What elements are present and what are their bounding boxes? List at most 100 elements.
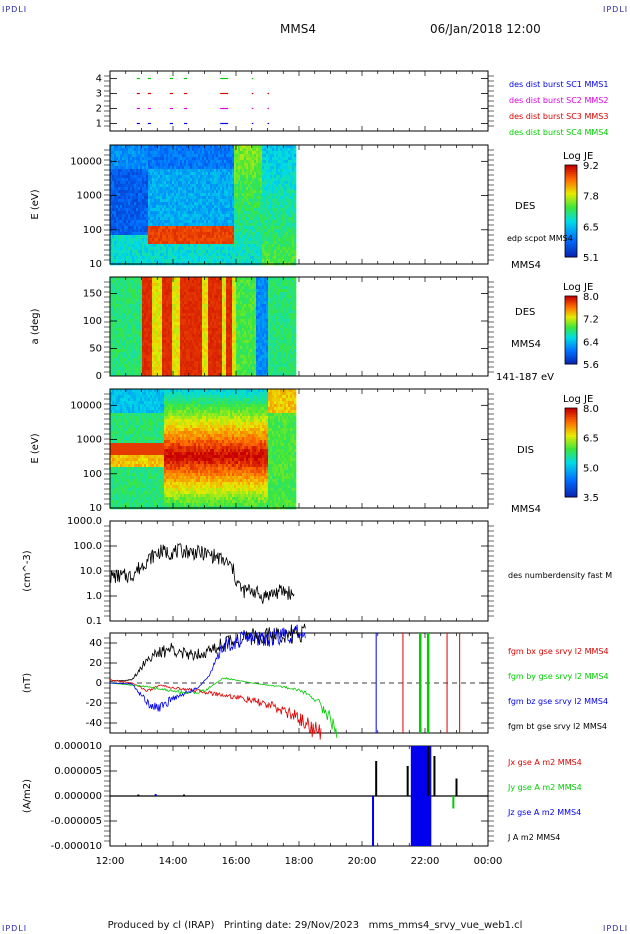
heatmap-cell-des_pitch <box>126 340 129 344</box>
heatmap-cell-des_energy <box>198 247 201 251</box>
heatmap-cell-des_pitch <box>148 289 151 293</box>
colorbar-cell-des-energy <box>565 199 577 203</box>
heatmap-cell-des_pitch <box>112 313 115 317</box>
heatmap-cell-des_energy <box>176 247 179 251</box>
heatmap-cell-des_energy <box>222 163 225 167</box>
heatmap-cell-des_pitch <box>110 352 113 356</box>
heatmap-cell-des_energy <box>188 172 191 176</box>
heatmap-cell-des_energy <box>168 229 171 233</box>
heatmap-cell-des_energy <box>146 166 149 170</box>
heatmap-cell-des_energy <box>258 238 261 242</box>
heatmap-cell-des_pitch <box>152 295 155 299</box>
heatmap-cell-des_energy <box>224 208 227 212</box>
heatmap-cell-des_energy <box>280 181 283 185</box>
heatmap-cell-des_energy <box>112 196 115 200</box>
heatmap-cell-des_energy <box>184 250 187 254</box>
heatmap-cell-des_energy <box>216 178 219 182</box>
heatmap-cell-des_pitch <box>136 367 139 371</box>
heatmap-cell-des_energy <box>272 196 275 200</box>
heatmap-cell-des_energy <box>190 250 193 254</box>
heatmap-cell-des_energy <box>234 187 237 191</box>
heatmap-cell-des_energy <box>268 178 271 182</box>
heatmap-cell-des_pitch <box>136 343 139 347</box>
heatmap-cell-des_energy <box>160 208 163 212</box>
heatmap-cell-des_pitch <box>142 367 145 371</box>
heatmap-cell-des_energy <box>216 187 219 191</box>
heatmap-cell-des_energy <box>264 211 267 215</box>
heatmap-cell-des_energy <box>202 193 205 197</box>
heatmap-cell-des_energy <box>196 241 199 245</box>
heatmap-cell-des_energy <box>192 199 195 203</box>
heatmap-cell-des_energy <box>258 202 261 206</box>
heatmap-cell-des_pitch <box>126 277 129 281</box>
heatmap-cell-des_energy <box>168 151 171 155</box>
heatmap-cell-des_energy <box>144 190 147 194</box>
heatmap-cell-des_pitch <box>140 370 143 374</box>
heatmap-cell-des_energy <box>184 166 187 170</box>
heatmap-cell-des_pitch <box>152 313 155 317</box>
heatmap-cell-des_energy <box>116 211 119 215</box>
heatmap-cell-des_energy <box>164 244 167 248</box>
heatmap-cell-des_pitch <box>130 292 133 296</box>
heatmap-cell-des_energy <box>222 196 225 200</box>
heatmap-cell-des_energy <box>284 247 287 251</box>
heatmap-cell-des_energy <box>262 184 265 188</box>
heatmap-cell-des_energy <box>178 178 181 182</box>
heatmap-cell-des_pitch <box>128 295 131 299</box>
heatmap-cell-des_energy <box>230 172 233 176</box>
heatmap-cell-des_pitch <box>154 304 157 308</box>
heatmap-cell-des_pitch <box>170 295 173 299</box>
heatmap-cell-des_energy <box>290 160 293 164</box>
heatmap-cell-des_energy <box>244 169 247 173</box>
heatmap-cell-des_energy <box>182 190 185 194</box>
heatmap-cell-des_pitch <box>140 319 143 323</box>
heatmap-cell-des_pitch <box>166 352 169 356</box>
heatmap-cell-des_energy <box>198 208 201 212</box>
heatmap-cell-des_energy <box>116 151 119 155</box>
heatmap-cell-des_energy <box>278 220 281 224</box>
heatmap-cell-des_energy <box>238 205 241 209</box>
heatmap-cell-des_pitch <box>124 340 127 344</box>
heatmap-cell-des_energy <box>190 205 193 209</box>
heatmap-cell-des_energy <box>110 199 113 203</box>
heatmap-cell-des_pitch <box>130 364 133 368</box>
heatmap-cell-des_pitch <box>136 361 139 365</box>
heatmap-cell-des_pitch <box>166 310 169 314</box>
heatmap-cell-des_pitch <box>118 289 121 293</box>
heatmap-cell-des_energy <box>288 187 291 191</box>
heatmap-cell-des_energy <box>164 223 167 227</box>
heatmap-cell-des_energy <box>140 160 143 164</box>
heatmap-cell-des_energy <box>238 226 241 230</box>
heatmap-cell-des_energy <box>142 184 145 188</box>
heatmap-cell-des_energy <box>294 259 297 263</box>
heatmap-cell-des_energy <box>248 151 251 155</box>
heatmap-cell-des_energy <box>242 253 245 257</box>
heatmap-cell-des_energy <box>114 205 117 209</box>
heatmap-cell-des_energy <box>242 145 245 149</box>
heatmap-cell-des_pitch <box>124 298 127 302</box>
heatmap-cell-des_energy <box>276 238 279 242</box>
heatmap-cell-des_pitch <box>138 292 141 296</box>
heatmap-cell-des_energy <box>232 166 235 170</box>
heatmap-cell-des_energy <box>154 193 157 197</box>
heatmap-cell-des_energy <box>284 223 287 227</box>
heatmap-cell-des_energy <box>114 241 117 245</box>
heatmap-cell-des_energy <box>294 181 297 185</box>
heatmap-cell-des_pitch <box>148 298 151 302</box>
heatmap-cell-des_pitch <box>120 349 123 353</box>
heatmap-cell-des_energy <box>118 175 121 179</box>
heatmap-cell-des_energy <box>264 244 267 248</box>
heatmap-cell-des_energy <box>190 178 193 182</box>
heatmap-cell-des_energy <box>228 145 231 149</box>
heatmap-cell-des_energy <box>134 214 137 218</box>
heatmap-cell-des_pitch <box>128 346 131 350</box>
heatmap-cell-des_energy <box>110 181 113 185</box>
heatmap-cell-des_energy <box>150 190 153 194</box>
heatmap-cell-des_energy <box>272 202 275 206</box>
heatmap-cell-des_energy <box>170 148 173 152</box>
heatmap-cell-des_energy <box>276 226 279 230</box>
heatmap-cell-des_pitch <box>160 352 163 356</box>
heatmap-cell-des_energy <box>208 190 211 194</box>
heatmap-cell-des_energy <box>146 145 149 149</box>
heatmap-cell-des_energy <box>202 178 205 182</box>
